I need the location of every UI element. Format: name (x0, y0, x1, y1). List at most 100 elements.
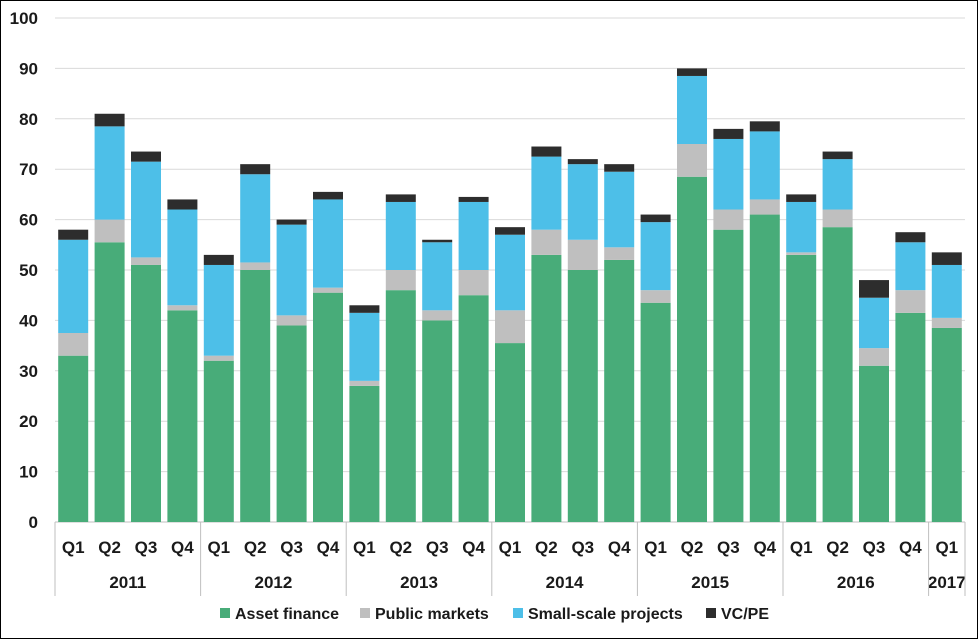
bar-vc-pe-7 (313, 191, 343, 200)
bar-vc-pe-2 (131, 151, 161, 162)
x-tick-label-13: Q2 (535, 538, 558, 557)
bar-vc-pe-15 (604, 164, 635, 172)
bar-public-markets-1 (94, 219, 125, 243)
x-tick-label-14: Q3 (571, 538, 594, 557)
bar-vc-pe-11 (458, 196, 489, 202)
x-tick-label-22: Q3 (863, 538, 886, 557)
bar-public-markets-18 (713, 209, 744, 230)
y-tick-label-40: 40 (19, 311, 38, 330)
bar-vc-pe-24 (931, 252, 962, 265)
bar-small-scale-projects-22 (859, 297, 889, 349)
bar-small-scale-projects-0 (58, 239, 89, 333)
bar-asset-finance-3 (167, 310, 198, 522)
legend: Asset finance Public markets Small-scale p… (220, 606, 769, 623)
bar-public-markets-5 (240, 262, 271, 270)
bar-public-markets-2 (131, 257, 161, 265)
x-tick-label-11: Q4 (462, 538, 485, 557)
bar-public-markets-10 (422, 310, 453, 321)
y-tick-label-80: 80 (19, 110, 38, 129)
bar-small-scale-projects-12 (495, 234, 525, 311)
legend-label-vc-pe: VC/PE (721, 606, 769, 623)
bar-vc-pe-22 (859, 280, 889, 298)
bar-small-scale-projects-3 (167, 209, 198, 306)
bar-vc-pe-17 (677, 68, 707, 76)
y-tick-label-20: 20 (19, 412, 38, 431)
x-group-label-2016: 2016 (837, 573, 875, 592)
bar-public-markets-9 (385, 270, 416, 291)
bar-asset-finance-10 (422, 320, 453, 522)
bar-public-markets-0 (58, 333, 89, 356)
x-group-label-2015: 2015 (691, 573, 729, 592)
x-tick-label-21: Q2 (826, 538, 849, 557)
x-tick-label-0: Q1 (62, 538, 85, 557)
bar-small-scale-projects-7 (313, 199, 343, 288)
bar-asset-finance-8 (349, 385, 380, 522)
bar-vc-pe-19 (749, 121, 780, 132)
legend-label-small-scale-projects: Small-scale projects (528, 606, 683, 623)
bar-public-markets-23 (895, 290, 926, 313)
bar-asset-finance-12 (495, 343, 525, 522)
bar-small-scale-projects-17 (677, 75, 707, 144)
x-tick-label-7: Q4 (317, 538, 340, 557)
bar-vc-pe-14 (567, 159, 598, 165)
bar-asset-finance-18 (713, 229, 744, 522)
bar-small-scale-projects-21 (822, 159, 853, 210)
bar-asset-finance-15 (604, 259, 635, 522)
bar-asset-finance-19 (749, 214, 780, 522)
bar-small-scale-projects-15 (604, 171, 635, 248)
x-tick-label-2: Q3 (135, 538, 158, 557)
bar-asset-finance-14 (567, 270, 598, 522)
bar-vc-pe-3 (167, 199, 198, 210)
bar-asset-finance-22 (859, 365, 889, 522)
bar-small-scale-projects-11 (458, 201, 489, 270)
bar-small-scale-projects-18 (713, 138, 744, 210)
bar-asset-finance-4 (203, 360, 234, 522)
bar-vc-pe-16 (640, 214, 671, 223)
y-tick-label-70: 70 (19, 160, 38, 179)
x-tick-label-15: Q4 (608, 538, 631, 557)
bar-vc-pe-21 (822, 151, 853, 160)
bar-public-markets-12 (495, 310, 525, 344)
x-tick-label-18: Q3 (717, 538, 740, 557)
bar-public-markets-21 (822, 209, 853, 228)
x-tick-label-5: Q2 (244, 538, 267, 557)
bar-small-scale-projects-5 (240, 174, 271, 263)
x-tick-label-17: Q2 (681, 538, 704, 557)
x-tick-label-24: Q1 (935, 538, 958, 557)
x-axis: Q1 Q2 Q3 Q4 Q1 Q2 Q3 Q4 Q1 Q2 Q3 Q4 Q1 Q2 Q3 Q4 Q1 Q2 Q3 Q4… (54, 522, 966, 596)
bar-public-markets-8 (349, 380, 380, 386)
x-tick-label-8: Q1 (353, 538, 376, 557)
legend-swatch-vc-pe (706, 608, 716, 618)
legend-swatch-public-markets (360, 608, 370, 618)
bar-vc-pe-4 (203, 254, 234, 265)
legend-label-asset-finance: Asset finance (235, 606, 339, 623)
bar-small-scale-projects-20 (786, 201, 817, 253)
bar-small-scale-projects-24 (931, 264, 962, 318)
bar-asset-finance-24 (931, 327, 962, 522)
bar-public-markets-17 (677, 144, 707, 177)
bar-small-scale-projects-13 (531, 156, 562, 230)
bar-small-scale-projects-4 (203, 264, 234, 356)
x-group-label-2014: 2014 (546, 573, 584, 592)
bar-public-markets-15 (604, 247, 635, 260)
bar-vc-pe-5 (240, 164, 271, 175)
x-group-label-2013: 2013 (400, 573, 438, 592)
x-tick-label-19: Q4 (753, 538, 776, 557)
x-tick-label-12: Q1 (499, 538, 522, 557)
bar-vc-pe-23 (895, 232, 926, 243)
bar-vc-pe-20 (786, 194, 817, 202)
bar-asset-finance-11 (458, 295, 489, 522)
bar-asset-finance-5 (240, 270, 271, 522)
bar-asset-finance-0 (58, 355, 89, 522)
bar-small-scale-projects-6 (276, 224, 307, 316)
bar-small-scale-projects-8 (349, 312, 380, 381)
y-tick-label-90: 90 (19, 59, 38, 78)
bar-public-markets-14 (567, 239, 598, 270)
bar-asset-finance-9 (385, 290, 416, 522)
bar-small-scale-projects-19 (749, 131, 780, 200)
bar-public-markets-20 (786, 252, 817, 255)
bar-vc-pe-18 (713, 128, 744, 139)
y-tick-label-50: 50 (19, 261, 38, 280)
bar-asset-finance-7 (313, 292, 343, 522)
